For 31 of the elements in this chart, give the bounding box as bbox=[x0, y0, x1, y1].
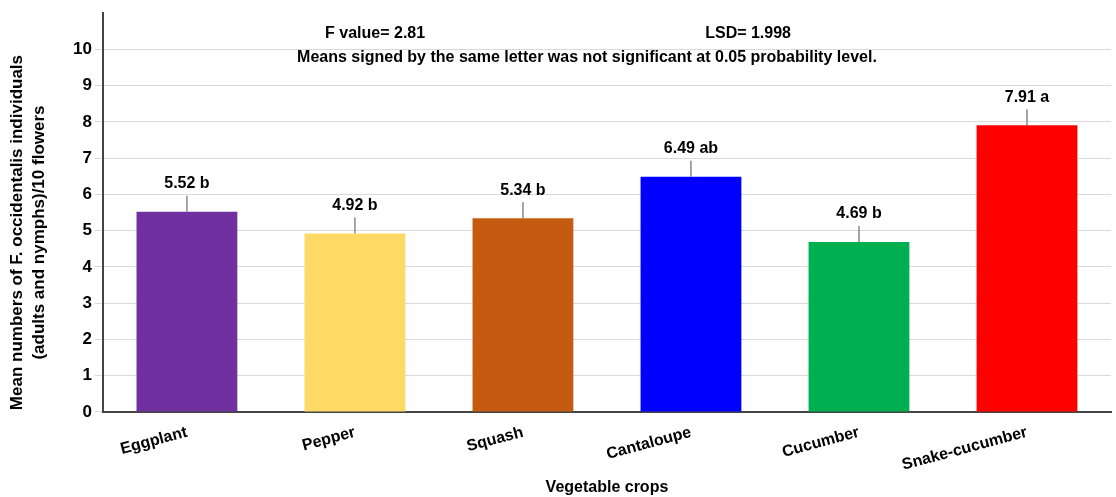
data-label: 5.34 b bbox=[500, 180, 546, 198]
bar bbox=[472, 218, 574, 412]
annotation: LSD= 1.998 bbox=[705, 23, 792, 41]
bar bbox=[136, 211, 238, 412]
bar bbox=[304, 233, 406, 412]
y-tick-label: 10 bbox=[72, 39, 92, 59]
y-tick-label: 7 bbox=[82, 147, 92, 167]
y-tick-label: 1 bbox=[82, 365, 92, 385]
x-tick-label: Eggplant bbox=[118, 422, 190, 458]
x-tick-label: Pepper bbox=[300, 422, 357, 454]
data-label: 6.49 ab bbox=[663, 139, 719, 157]
y-tick-label: 8 bbox=[82, 111, 92, 131]
y-tick-label: 4 bbox=[82, 256, 93, 276]
data-label: 4.69 b bbox=[836, 204, 882, 222]
x-tick-label: Squash bbox=[464, 422, 525, 455]
y-tick-label: 9 bbox=[82, 75, 92, 95]
data-label: 4.92 b bbox=[332, 195, 378, 213]
bar bbox=[808, 241, 910, 412]
annotation: F value= 2.81 bbox=[325, 23, 426, 41]
y-tick-label: 0 bbox=[82, 401, 92, 421]
y-tick-label: 3 bbox=[82, 292, 92, 312]
bar bbox=[640, 176, 742, 412]
y-tick-label: 2 bbox=[82, 329, 92, 349]
y-tick-label: 6 bbox=[82, 184, 92, 204]
annotation: Means signed by the same letter was not significant at 0.05 probability level. bbox=[297, 47, 877, 65]
x-axis-title: Vegetable crops bbox=[545, 477, 669, 495]
bar bbox=[976, 125, 1078, 412]
data-label: 5.52 b bbox=[164, 174, 210, 192]
y-tick-label: 5 bbox=[82, 220, 92, 240]
y-axis-title: Mean numbers of F. occidentalis individuals (adults and nymphs)/10 flowers bbox=[6, 54, 48, 411]
data-label: 7.91 a bbox=[1004, 87, 1050, 105]
